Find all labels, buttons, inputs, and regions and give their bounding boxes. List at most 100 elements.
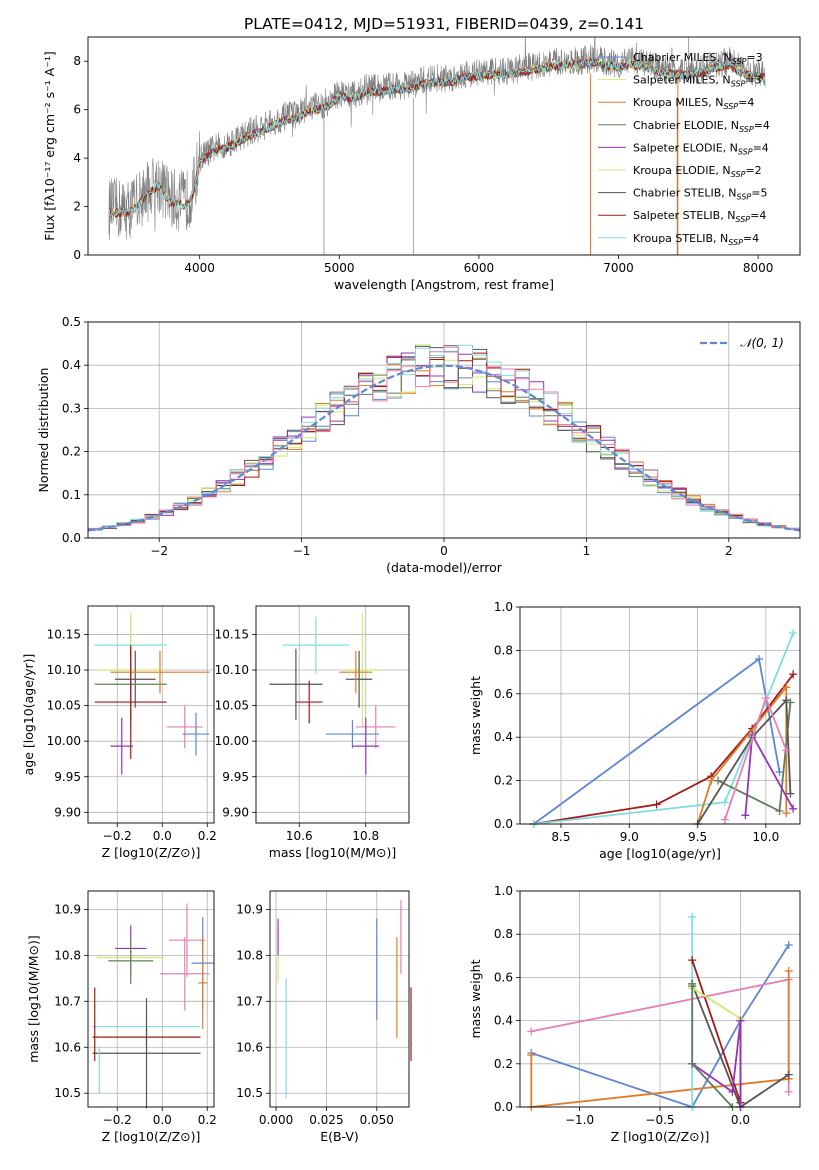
legend-entry: Chabrier MILES, NSSP=3: [633, 51, 763, 66]
x-tick-label: 0.0: [731, 1113, 750, 1127]
axes-frame: [255, 605, 410, 824]
grid: [270, 891, 409, 1107]
y-tick-label: 9.95: [54, 770, 81, 784]
series-marker: [782, 696, 791, 705]
series-line-chabrier_miles: [531, 944, 790, 1109]
x-axis-label: Z [log10(Z/Z⊙)]: [611, 1129, 710, 1144]
series-marker: [789, 629, 798, 638]
y-tick-label: 10.05: [47, 699, 81, 713]
x-tick-label: 8000: [743, 261, 774, 275]
legend-entry: Kroupa ELODIE, NSSP=2: [633, 164, 762, 179]
y-tick-label: 10.6: [236, 1040, 263, 1054]
y-axis-label: age [log10(age/yr)]: [21, 654, 36, 776]
series-marker: [789, 804, 798, 813]
x-tick-label: 0: [440, 544, 448, 558]
x-tick-label: −1.0: [565, 1113, 594, 1127]
series-marker: [782, 683, 791, 692]
y-axis-label: mass weight: [468, 676, 483, 755]
y-tick-label: 6: [73, 103, 81, 117]
grid: [256, 606, 409, 823]
y-tick-label: 0.1: [62, 488, 81, 502]
series-line-kroupa_miles: [530, 970, 790, 1109]
axes-frame: [519, 890, 801, 1108]
x-tick-label: 2: [725, 544, 733, 558]
y-tick-label: 0.8: [494, 927, 513, 941]
series-marker: [720, 798, 729, 807]
legend-entry: Salpeter ELODIE, NSSP=4: [633, 141, 769, 156]
y-tick-label: 0.3: [62, 401, 81, 415]
x-tick-label: 6000: [464, 261, 495, 275]
x-tick-label: 10.0: [752, 830, 779, 844]
y-tick-label: 0.4: [62, 358, 81, 372]
series-marker: [786, 789, 795, 798]
y-tick-label: 0.0: [62, 531, 81, 545]
figure-title: PLATE=0412, MJD=51931, FIBERID=0439, z=0…: [244, 15, 644, 33]
x-tick-label: 4000: [184, 261, 215, 275]
series-line-salpeter_elodie: [691, 1020, 742, 1107]
legend-entry: Kroupa STELIB, NSSP=4: [633, 232, 759, 247]
series-marker: [720, 815, 729, 824]
x-tick-label: 0.0: [153, 829, 172, 843]
x-axis-label: wavelength [Angstrom, rest frame]: [334, 277, 554, 292]
spectrum-legend: Chabrier MILES, NSSP=3 Salpeter MILES, NS…: [598, 51, 770, 247]
x-tick-label: 10.8: [352, 829, 379, 843]
y-tick-label: 0.4: [494, 1014, 513, 1028]
y-tick-label: 10.9: [54, 902, 81, 916]
series-marker: [775, 806, 784, 815]
spectrum-panel: 4000 5000 6000 7000 8000 0 2 4 6 8 wavelength [Ang…: [42, 36, 801, 292]
series-marker: [784, 1070, 793, 1079]
x-tick-label: 9.0: [620, 830, 639, 844]
massweight-vs-age-panel: 8.5 9.0 9.5 10.0 0.0 0.2 0.4 0.6 0.8 1.0 age [log1…: [468, 600, 801, 861]
grid: [520, 606, 800, 825]
axes-frame: [87, 321, 801, 539]
series-marker: [707, 776, 716, 785]
mass-vs-Z-panel: −0.2 0.0 0.2 10.5 10.6 10.7 10.8 10.9 Z [log10(Z…: [26, 890, 217, 1144]
y-tick-label: 0.8: [494, 643, 513, 657]
series-marker: [728, 1087, 737, 1096]
y-tick-label: 10.8: [236, 948, 263, 962]
series-marker: [775, 767, 784, 776]
legend-entry: Kroupa MILES, NSSP=4: [633, 96, 754, 111]
grid: [520, 890, 800, 1108]
x-axis-label: mass [log10(M/M⊙)]: [269, 845, 397, 860]
x-tick-label: 7000: [603, 261, 634, 275]
y-tick-label: 0.5: [62, 315, 81, 329]
series-marker: [736, 1016, 745, 1025]
x-tick-label: 0.2: [198, 829, 217, 843]
series-marker: [652, 800, 661, 809]
x-tick-label: 5000: [324, 261, 355, 275]
y-tick-label: 10.10: [47, 663, 81, 677]
series-marker: [688, 1059, 697, 1068]
y-tick-label: 10.5: [54, 1086, 81, 1100]
model-spectrum-salpeter_stelib: [108, 56, 765, 218]
series-marker: [527, 1027, 536, 1036]
series-line-kroupa_elodie: [691, 987, 741, 1020]
y-tick-label: 9.90: [222, 805, 249, 819]
x-tick-label: 0.2: [198, 1113, 217, 1127]
axes-frame: [519, 606, 801, 825]
y-tick-label: 10.7: [236, 994, 263, 1008]
x-tick-label: −1: [293, 544, 311, 558]
series-marker: [688, 982, 697, 991]
series-marker: [784, 941, 793, 949]
y-tick-label: 1.0: [494, 600, 513, 614]
series-marker: [784, 966, 793, 975]
series-line-chabrier_stelib: [696, 698, 792, 825]
axes-frame: [269, 890, 410, 1108]
x-tick-label: −0.5: [645, 1113, 674, 1127]
y-tick-label: 8: [73, 54, 81, 68]
x-tick-label: 8.5: [551, 830, 570, 844]
y-tick-label: 10.8: [54, 948, 81, 962]
observed-spectrum-line: [108, 37, 766, 240]
x-tick-label: −2: [150, 544, 168, 558]
age-vs-Z-panel: −0.2 0.0 0.2 9.90 9.95 10.00 10.05 10.10 10.15 Z …: [21, 605, 217, 860]
grid: [88, 891, 214, 1107]
y-tick-label: 10.10: [215, 663, 249, 677]
y-tick-label: 10.00: [215, 734, 249, 748]
series-marker: [786, 698, 795, 707]
x-tick-label: 1: [583, 544, 591, 558]
y-tick-label: 0.2: [494, 774, 513, 788]
axes-frame: [87, 36, 801, 256]
y-tick-label: 0.6: [494, 687, 513, 701]
